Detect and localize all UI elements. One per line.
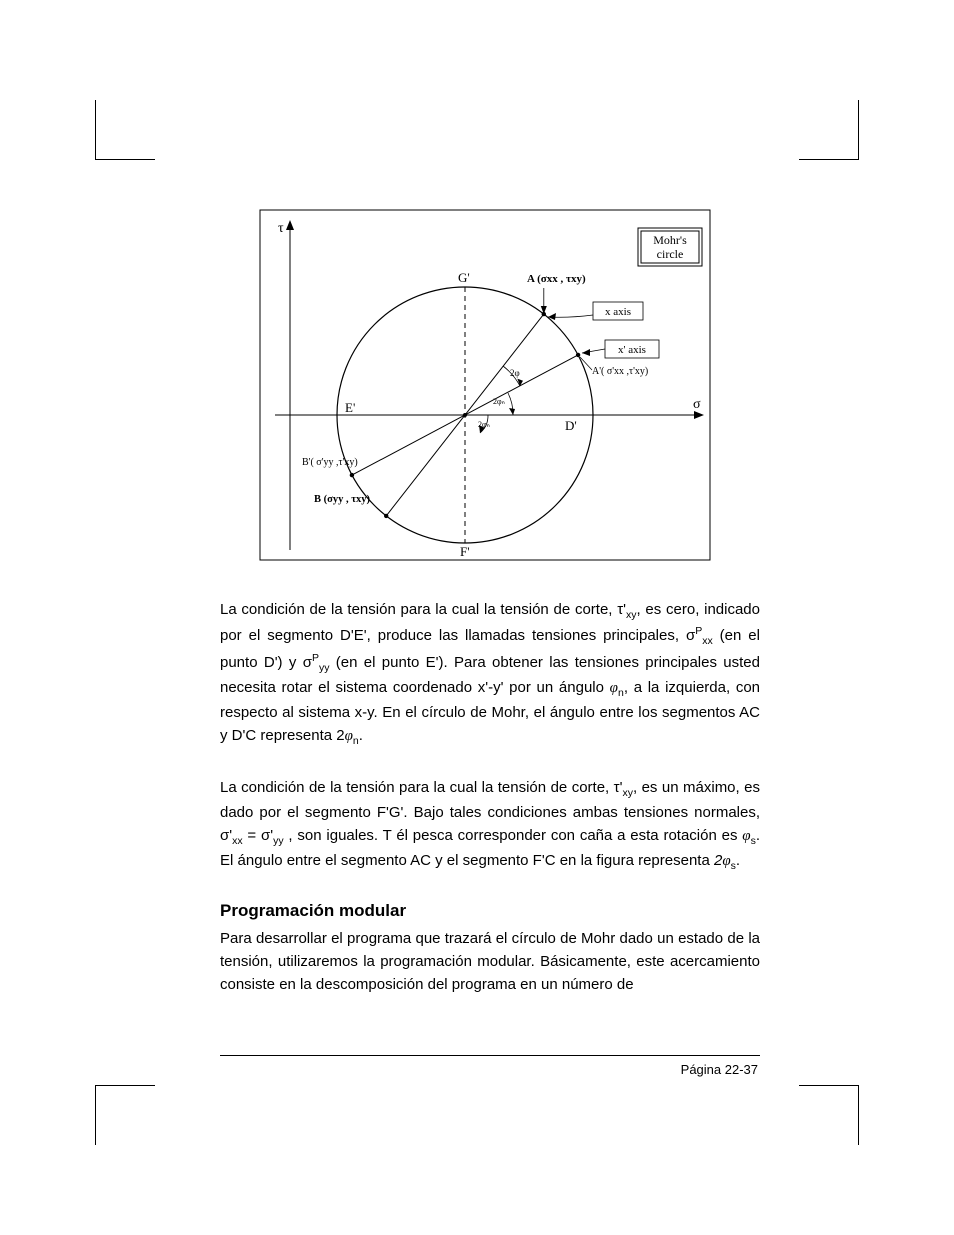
paragraph-1: La condición de la tensión para la cual … bbox=[220, 598, 760, 750]
paragraph-2: La condición de la tensión para la cual … bbox=[220, 776, 760, 875]
x-axis-box: x axis bbox=[605, 306, 631, 318]
page-content: Mohr's circle τ σ D' E' bbox=[220, 200, 760, 996]
angle-2phi: 2φ bbox=[510, 368, 520, 378]
label-B: B (σyy , τxy) bbox=[314, 494, 371, 505]
crop-mark-tl bbox=[95, 100, 155, 160]
label-G: G' bbox=[458, 270, 470, 285]
angle-2phin-2: 2φₙ bbox=[478, 420, 490, 429]
label-F: F' bbox=[460, 544, 470, 559]
label-A: A (σxx , τxy) bbox=[527, 273, 586, 285]
label-Bprime: B'( σ'yy ,τ'xy) bbox=[302, 457, 358, 468]
label-E: E' bbox=[345, 400, 355, 415]
label-Aprime: A'( σ'xx ,τ'xy) bbox=[592, 366, 648, 377]
angle-2phin-1: 2φₙ bbox=[493, 397, 505, 406]
mohrs-title-line1: Mohr's bbox=[653, 233, 687, 247]
label-D: D' bbox=[565, 418, 577, 433]
section-heading: Programación modular bbox=[220, 901, 760, 921]
y-axis-label: τ bbox=[278, 221, 284, 236]
page-number: Página 22-37 bbox=[681, 1062, 758, 1077]
crop-mark-bl bbox=[95, 1085, 155, 1145]
mohrs-circle-figure: Mohr's circle τ σ D' E' bbox=[220, 200, 720, 570]
footer-rule bbox=[220, 1055, 760, 1056]
crop-mark-br bbox=[799, 1085, 859, 1145]
crop-mark-tr bbox=[799, 100, 859, 160]
paragraph-3: Para desarrollar el programa que trazará… bbox=[220, 927, 760, 997]
xprime-axis-box: x' axis bbox=[618, 344, 646, 356]
x-axis-label: σ bbox=[693, 397, 701, 412]
mohrs-title-line2: circle bbox=[657, 247, 684, 261]
